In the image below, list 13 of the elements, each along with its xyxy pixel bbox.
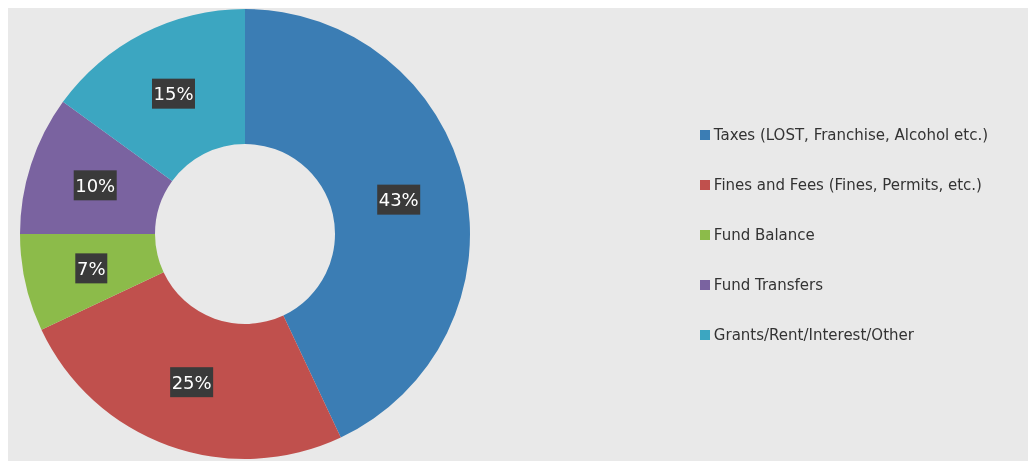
data-label: 7% bbox=[77, 257, 106, 279]
data-label: 25% bbox=[171, 371, 212, 393]
legend-label: Taxes (LOST, Franchise, Alcohol etc.) bbox=[713, 125, 988, 144]
legend-label: Fund Transfers bbox=[713, 275, 824, 294]
data-label: 10% bbox=[75, 174, 116, 196]
donut-slice bbox=[20, 101, 173, 234]
data-label: 43% bbox=[378, 189, 419, 211]
legend-label: Fines and Fees (Fines, Permits, etc.) bbox=[713, 175, 982, 194]
data-label: 15% bbox=[153, 83, 194, 105]
legend-label: Fund Balance bbox=[713, 225, 815, 244]
donut-slice bbox=[245, 9, 470, 438]
legend-label: Grants/Rent/Interest/Other bbox=[713, 325, 914, 344]
donut-slice bbox=[20, 234, 164, 330]
